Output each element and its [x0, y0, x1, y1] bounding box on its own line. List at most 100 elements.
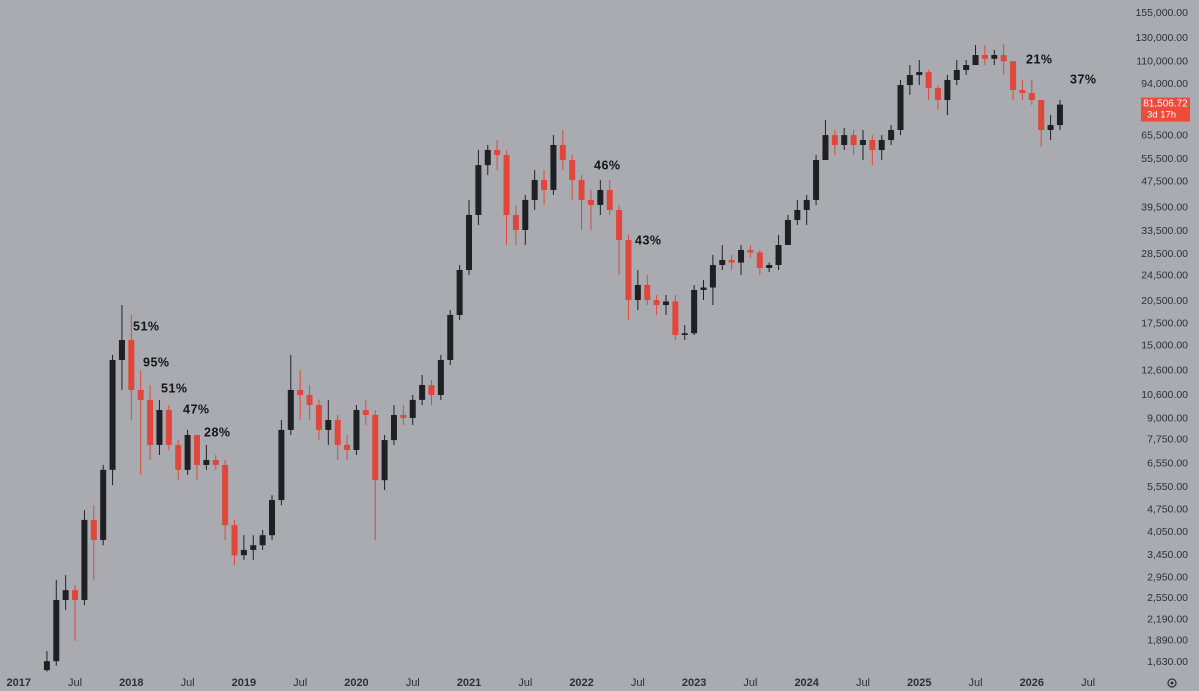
candle-body [512, 214, 519, 231]
candle-body [334, 420, 341, 445]
candle-body [1056, 104, 1063, 126]
candle-body [634, 284, 641, 301]
candle-body [43, 661, 50, 671]
candle-body [578, 179, 585, 200]
candle-body [1038, 100, 1045, 130]
candle-body [1010, 61, 1017, 90]
y-tick-label: 110,000.00 [1136, 56, 1188, 68]
candle-body [916, 72, 923, 76]
candle-body [1000, 55, 1007, 62]
candle-body [888, 129, 895, 141]
candle-body [456, 269, 463, 315]
annotation: 46% [594, 158, 621, 172]
candle-body [803, 199, 810, 210]
candle-body [475, 165, 482, 215]
candle-body [503, 155, 510, 215]
candle-body [250, 545, 257, 550]
y-tick-label: 94,000.00 [1141, 78, 1188, 90]
candle-body [306, 394, 313, 405]
candle-body [587, 199, 594, 205]
settings-icon[interactable] [1167, 678, 1177, 688]
x-tick-label: 2025 [907, 677, 931, 689]
candle-body [906, 75, 913, 86]
y-tick-label: 65,500.00 [1141, 130, 1188, 142]
y-tick-label: 2,190.00 [1147, 614, 1188, 626]
candle-body [484, 149, 491, 166]
settings-icon-center [1170, 681, 1174, 685]
x-tick-label: 2017 [7, 677, 31, 689]
candle-body [494, 149, 501, 156]
y-tick-label: 5,550.00 [1147, 481, 1188, 493]
candle-body [972, 55, 979, 66]
candle-body [700, 287, 707, 290]
candle-body [212, 459, 219, 465]
candle-body [81, 519, 88, 600]
candle-body [813, 160, 820, 200]
candle-body [644, 284, 651, 301]
x-tick-label: Jul [518, 677, 532, 689]
candle-body [991, 55, 998, 59]
candle-body [794, 209, 801, 220]
x-tick-label: 2022 [569, 677, 593, 689]
x-tick-label: 2024 [794, 677, 819, 689]
candle-body [259, 535, 266, 546]
candle-body [372, 414, 379, 481]
candle-body [531, 179, 538, 200]
x-tick-label: Jul [631, 677, 645, 689]
y-tick-label: 20,500.00 [1141, 295, 1188, 307]
price-label: 81,506.72 [1143, 99, 1188, 110]
y-tick-label: 17,500.00 [1141, 318, 1188, 330]
x-tick-label: Jul [406, 677, 420, 689]
candle-body [606, 189, 613, 210]
candle-body [53, 599, 60, 662]
candle-body [953, 69, 960, 80]
candle-body [1028, 93, 1035, 101]
candle-body [147, 399, 154, 445]
candle-body [409, 399, 416, 418]
candle-body [165, 409, 172, 445]
annotation: 47% [183, 402, 210, 416]
candle-body [541, 179, 548, 190]
annotation: 51% [133, 319, 160, 333]
candle-body [841, 135, 848, 145]
candle-body [850, 135, 857, 145]
candle-body [935, 88, 942, 101]
x-tick-label: Jul [68, 677, 82, 689]
candle-body [437, 359, 444, 395]
y-tick-label: 7,750.00 [1147, 434, 1188, 446]
y-tick-label: 10,600.00 [1141, 389, 1188, 401]
candle-body [203, 459, 210, 465]
candle-body [681, 333, 688, 335]
candle-body [419, 385, 426, 400]
price-badge [1141, 97, 1190, 122]
candle-body [728, 259, 735, 263]
candle-body [963, 65, 970, 70]
candle-body [569, 160, 576, 180]
candle-body [137, 389, 144, 400]
candle-body [297, 389, 304, 395]
candle-body [616, 209, 623, 241]
candle-body [672, 301, 679, 335]
y-tick-label: 15,000.00 [1141, 340, 1188, 352]
candle-body [362, 409, 369, 415]
x-tick-label: 2019 [232, 677, 256, 689]
candle-body [625, 240, 632, 301]
candle-body [878, 140, 885, 150]
candle-body [662, 301, 669, 305]
candle-body [240, 549, 247, 556]
candle-body [175, 444, 182, 470]
candle-body [747, 249, 754, 253]
candle-body [390, 414, 397, 441]
y-tick-label: 33,500.00 [1141, 225, 1188, 237]
y-tick-label: 6,550.00 [1147, 458, 1188, 470]
candle-body [466, 214, 473, 270]
candle-body [559, 144, 566, 161]
candle-body [925, 72, 932, 89]
y-tick-label: 55,500.00 [1141, 153, 1188, 165]
y-tick-label: 39,500.00 [1141, 202, 1188, 214]
candle-body [756, 252, 763, 268]
candle-body [381, 440, 388, 481]
y-tick-label: 2,950.00 [1147, 571, 1188, 583]
y-tick-label: 2,550.00 [1147, 592, 1188, 604]
candle-body [428, 385, 435, 395]
